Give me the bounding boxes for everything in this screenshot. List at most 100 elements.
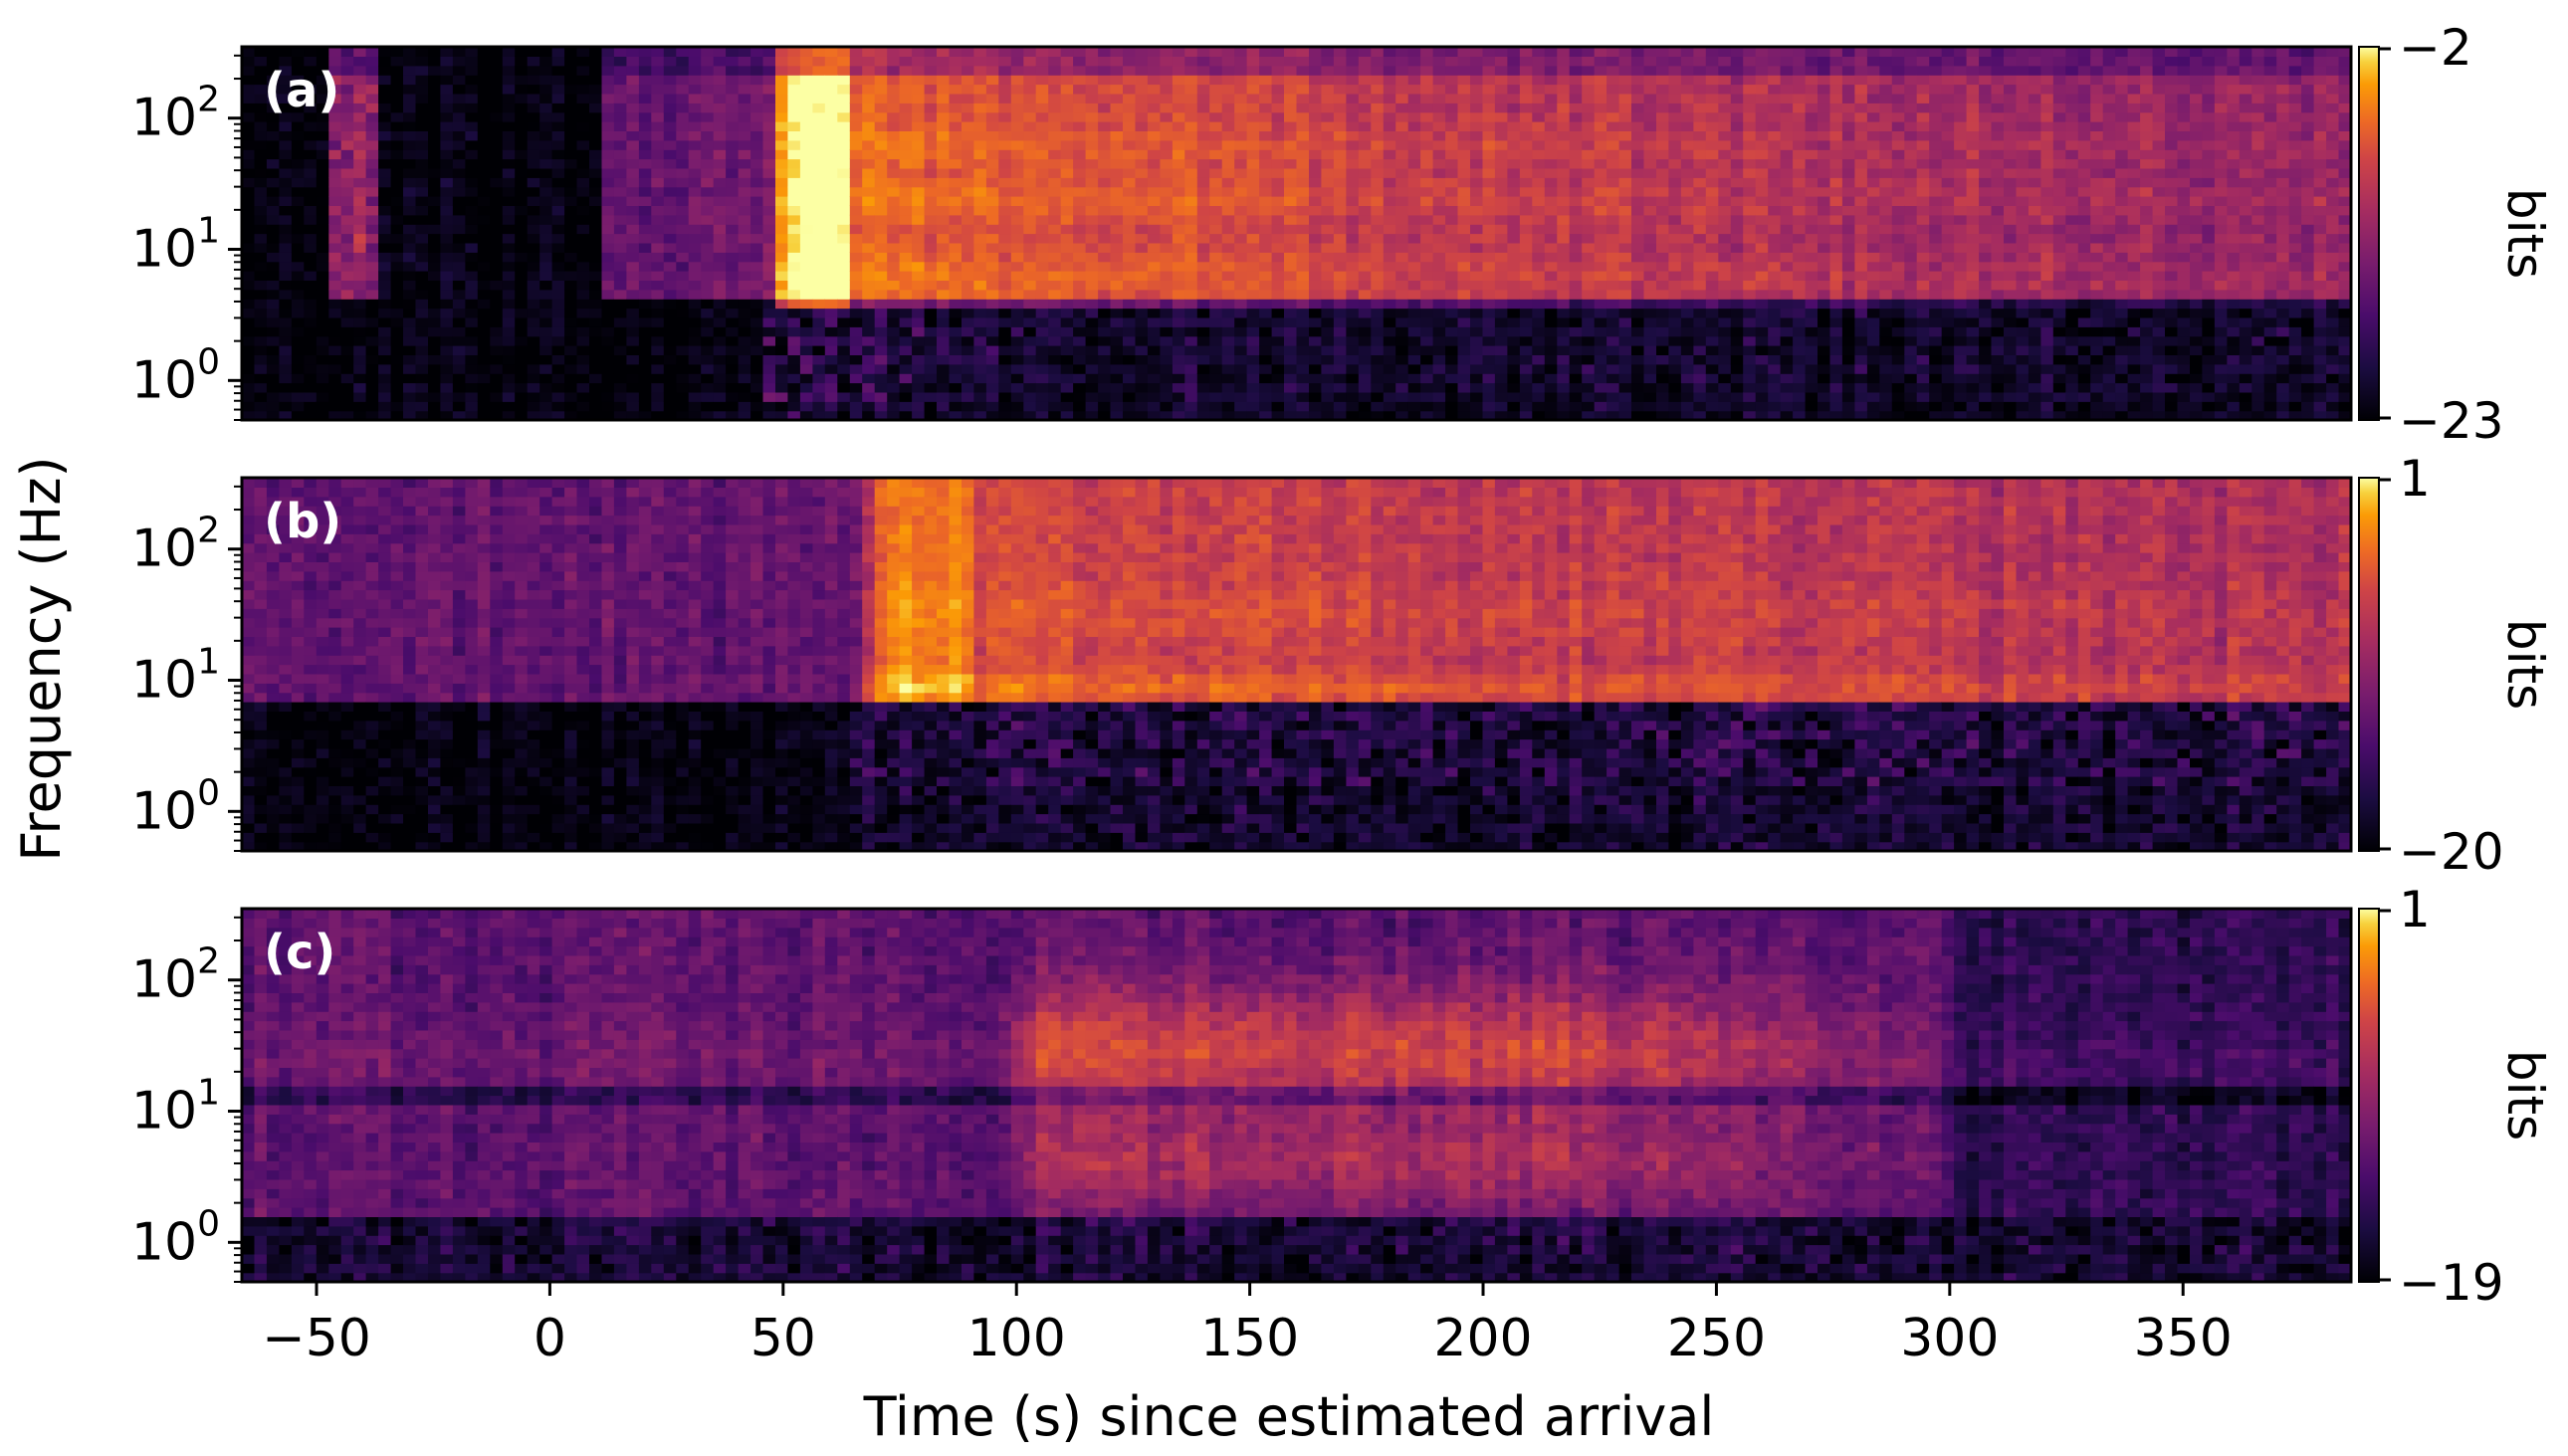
heatmap-cell bbox=[340, 261, 354, 272]
heatmap-cell bbox=[279, 158, 293, 169]
heatmap-cell bbox=[1569, 196, 1583, 206]
heatmap-cell bbox=[1309, 354, 1323, 365]
heatmap-cell bbox=[515, 289, 529, 300]
heatmap-cell bbox=[1135, 382, 1149, 393]
heatmap-cell bbox=[1234, 382, 1248, 393]
heatmap-cell bbox=[775, 261, 789, 272]
heatmap-cell bbox=[1085, 382, 1099, 393]
heatmap-cell bbox=[775, 242, 789, 253]
heatmap-cell bbox=[502, 289, 516, 300]
heatmap-cell bbox=[1346, 233, 1360, 244]
heatmap-cell bbox=[1407, 326, 1421, 337]
heatmap-cell bbox=[378, 373, 392, 384]
heatmap-cell bbox=[638, 196, 652, 206]
heatmap-cell bbox=[1432, 75, 1446, 86]
heatmap-cell bbox=[1023, 167, 1037, 178]
heatmap-cell bbox=[440, 84, 454, 95]
heatmap-cell bbox=[676, 65, 690, 76]
heatmap-cell bbox=[365, 75, 379, 86]
heatmap-cell bbox=[1420, 130, 1434, 141]
heatmap-cell bbox=[279, 103, 293, 113]
heatmap-cell bbox=[812, 401, 826, 412]
heatmap-cell bbox=[799, 326, 813, 337]
heatmap-cell bbox=[490, 271, 504, 281]
heatmap-cell bbox=[515, 84, 529, 95]
heatmap-cell bbox=[962, 401, 975, 412]
heatmap-cell bbox=[626, 391, 640, 402]
heatmap-cell bbox=[601, 121, 615, 131]
heatmap-cell bbox=[1196, 354, 1210, 365]
heatmap-cell bbox=[1457, 308, 1471, 318]
heatmap-cell bbox=[1730, 401, 1744, 412]
heatmap-cell bbox=[849, 214, 863, 225]
heatmap-cell bbox=[676, 280, 690, 291]
heatmap-cell bbox=[1420, 261, 1434, 272]
heatmap-cell bbox=[775, 103, 789, 113]
heatmap-cell bbox=[887, 280, 901, 291]
heatmap-cell bbox=[1196, 224, 1210, 235]
heatmap-cell bbox=[1507, 177, 1521, 188]
heatmap-cell bbox=[862, 139, 876, 150]
heatmap-cell bbox=[949, 158, 963, 169]
heatmap-cell bbox=[1172, 121, 1185, 131]
heatmap-cell bbox=[824, 47, 838, 57]
heatmap-cell bbox=[899, 410, 913, 421]
heatmap-cell bbox=[1557, 177, 1571, 188]
heatmap-cell bbox=[1358, 280, 1372, 291]
heatmap-cell bbox=[812, 121, 826, 131]
heatmap-cell bbox=[1196, 410, 1210, 421]
heatmap-cell bbox=[539, 326, 553, 337]
heatmap-cell bbox=[998, 121, 1012, 131]
heatmap-cell bbox=[726, 410, 740, 421]
heatmap-cell bbox=[701, 47, 715, 57]
heatmap-cell bbox=[949, 111, 963, 122]
heatmap-cell bbox=[1557, 47, 1571, 57]
heatmap-cell bbox=[1184, 335, 1198, 346]
heatmap-cell bbox=[564, 65, 578, 76]
heatmap-cell bbox=[1110, 326, 1124, 337]
heatmap-cell bbox=[1358, 345, 1372, 355]
heatmap-cell bbox=[1371, 363, 1385, 374]
heatmap-cell bbox=[539, 103, 553, 113]
heatmap-cell bbox=[824, 316, 838, 327]
heatmap-cell bbox=[1209, 289, 1223, 300]
heatmap-cell bbox=[1519, 252, 1533, 263]
heatmap-cell bbox=[762, 56, 776, 67]
heatmap-cell bbox=[1656, 261, 1670, 272]
heatmap-cell bbox=[589, 111, 603, 122]
heatmap-cell bbox=[1358, 308, 1372, 318]
heatmap-cell bbox=[1457, 410, 1471, 421]
heatmap-cell bbox=[949, 75, 963, 86]
heatmap-cell bbox=[1544, 47, 1558, 57]
heatmap-cell bbox=[266, 242, 280, 253]
heatmap-cell bbox=[452, 242, 466, 253]
heatmap-cell bbox=[1246, 205, 1260, 216]
heatmap-cell bbox=[502, 280, 516, 291]
heatmap-cell bbox=[515, 373, 529, 384]
heatmap-cell bbox=[1010, 326, 1024, 337]
heatmap-cell bbox=[465, 56, 479, 67]
heatmap-cell bbox=[1048, 84, 1062, 95]
heatmap-cell bbox=[1123, 382, 1137, 393]
heatmap-cell bbox=[1743, 354, 1757, 365]
heatmap-cell bbox=[477, 196, 491, 206]
heatmap-cell bbox=[1209, 84, 1223, 95]
heatmap-cell bbox=[378, 103, 392, 113]
heatmap-cell bbox=[762, 289, 776, 300]
heatmap-cell bbox=[726, 354, 740, 365]
heatmap-cell bbox=[1532, 56, 1546, 67]
heatmap-cell bbox=[576, 233, 590, 244]
heatmap-cell bbox=[1123, 335, 1137, 346]
heatmap-cell bbox=[799, 316, 813, 327]
heatmap-cell bbox=[1383, 103, 1396, 113]
heatmap-cell bbox=[291, 177, 305, 188]
heatmap-cell bbox=[713, 75, 727, 86]
heatmap-cell bbox=[1184, 233, 1198, 244]
heatmap-cell bbox=[613, 224, 627, 235]
heatmap-cell bbox=[874, 401, 888, 412]
heatmap-cell bbox=[688, 382, 702, 393]
heatmap-cell bbox=[415, 167, 429, 178]
heatmap-cell bbox=[1532, 158, 1546, 169]
heatmap-cell bbox=[1135, 363, 1149, 374]
